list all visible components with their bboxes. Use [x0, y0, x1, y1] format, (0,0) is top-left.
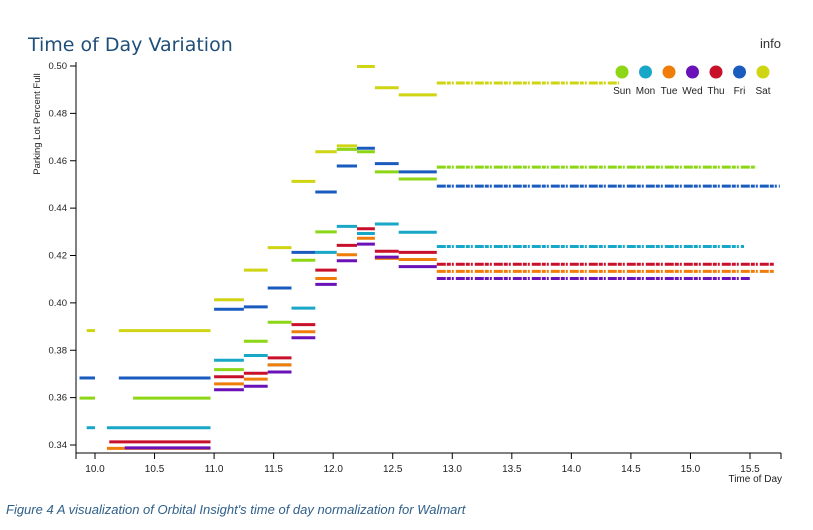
x-tick-label: 14.5: [621, 464, 641, 475]
y-tick-label: 0.44: [49, 203, 68, 214]
legend-marker-thu[interactable]: [709, 65, 723, 79]
chart-legend[interactable]: Sun Mon Tue Wed Thu Fri Sat: [613, 65, 771, 98]
x-tick-label: 11.0: [205, 464, 224, 475]
legend-label-mon[interactable]: Mon: [636, 86, 655, 97]
legend-label-thu[interactable]: Thu: [707, 86, 724, 97]
x-axis-label: Time of Day: [728, 474, 782, 485]
y-tick-label: 0.34: [49, 440, 68, 451]
legend-label-sat[interactable]: Sat: [755, 86, 770, 97]
y-tick-label: 0.46: [49, 156, 68, 167]
x-tick-label: 11.5: [264, 464, 283, 475]
chart-marks: [79, 64, 780, 450]
chart-axes: 0.34 0.36 0.38 0.40 0.42 0.44 0.46 0.48 0.50 10.0…: [32, 61, 782, 485]
x-tick-label: 10.5: [145, 464, 165, 475]
y-tick-label: 0.38: [49, 345, 68, 356]
legend-marker-wed[interactable]: [686, 65, 699, 79]
legend-label-tue[interactable]: Tue: [661, 86, 678, 97]
x-tick-label: 13.5: [502, 464, 522, 475]
x-tick-label: 12.5: [383, 464, 403, 475]
legend-marker-sun[interactable]: [615, 65, 629, 79]
y-tick-label: 0.40: [49, 298, 68, 309]
y-axis-label: Parking Lot Percent Full: [32, 73, 43, 174]
legend-marker-sat[interactable]: [756, 65, 770, 79]
chart-plot: 0.34 0.36 0.38 0.40 0.42 0.44 0.46 0.48 0.50 10.0…: [32, 61, 782, 485]
x-tick-label: 10.0: [85, 464, 105, 475]
legend-marker-fri[interactable]: [733, 65, 746, 79]
info-link[interactable]: info: [760, 36, 781, 51]
series-tue: [106, 236, 774, 450]
series-thu: [109, 227, 774, 444]
legend-marker-mon[interactable]: [639, 65, 652, 79]
x-tick-label: 14.0: [562, 464, 582, 475]
legend-label-wed[interactable]: Wed: [682, 86, 702, 97]
chart-title: Time of Day Variation: [28, 34, 233, 56]
x-tick-label: 15.0: [681, 464, 701, 475]
x-tick-label: 12.0: [323, 464, 343, 475]
y-tick-label: 0.48: [49, 108, 68, 119]
legend-label-sun[interactable]: Sun: [613, 86, 631, 97]
y-tick-label: 0.42: [49, 251, 68, 262]
series-sun: [79, 147, 756, 400]
x-tick-label: 15.5: [740, 464, 760, 475]
figure-caption: Figure 4 A visualization of Orbital Insi…: [6, 502, 466, 517]
legend-marker-tue[interactable]: [662, 65, 676, 79]
x-tick-label: 13.0: [443, 464, 463, 475]
y-tick-label: 0.36: [49, 393, 68, 404]
y-tick-label: 0.50: [49, 61, 68, 72]
series-fri: [79, 146, 780, 380]
legend-label-fri[interactable]: Fri: [734, 86, 746, 97]
series-sat: [86, 64, 619, 333]
series-wed: [124, 242, 750, 450]
